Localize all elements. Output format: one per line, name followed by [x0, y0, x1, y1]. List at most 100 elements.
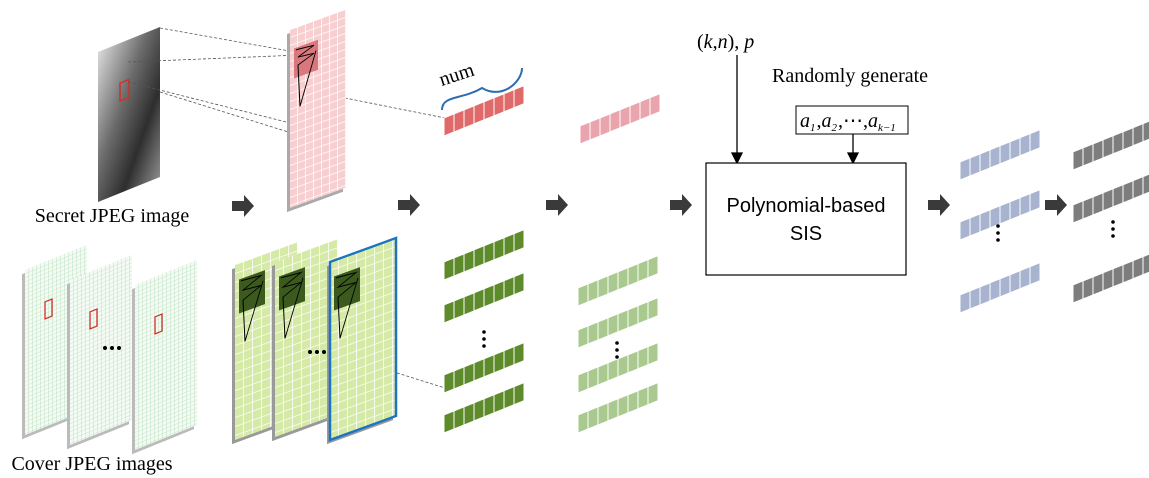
ellipsis-dot	[996, 231, 1000, 235]
strip-cell	[648, 383, 658, 405]
strip-cell	[514, 86, 524, 108]
param-part: ),	[728, 31, 745, 53]
params: (k,n), p	[697, 31, 754, 53]
strip-cell	[1133, 124, 1143, 146]
ellipsis-dot	[482, 337, 486, 341]
strip-cell	[1073, 281, 1083, 303]
strip-cell	[474, 102, 484, 124]
strip-cell	[1123, 181, 1133, 203]
strip-cell	[1093, 273, 1103, 295]
sis-label: SIS	[790, 223, 822, 245]
secret-caption: Secret JPEG image	[35, 205, 190, 227]
strip-cell	[618, 268, 628, 290]
strip-cell	[1030, 263, 1040, 285]
strip-cell	[514, 343, 524, 365]
strip-cell	[454, 297, 464, 319]
strip-cell	[454, 407, 464, 429]
ellipsis-dot	[482, 330, 486, 334]
strip-cell	[1143, 173, 1149, 195]
strip-cell	[504, 277, 514, 299]
share-strip	[960, 130, 1040, 180]
strip-cell	[1020, 194, 1030, 216]
strip-cell	[1133, 177, 1143, 199]
strip-cell	[1113, 132, 1123, 154]
strip-cell	[484, 242, 494, 264]
strip-cell	[628, 351, 638, 373]
strip-cell	[454, 367, 464, 389]
strip-cell	[1073, 148, 1083, 170]
strip-cell	[494, 391, 504, 413]
strip-cell	[1093, 140, 1103, 162]
strip-cell	[1010, 271, 1020, 293]
strip-cell	[484, 395, 494, 417]
strip-cell	[1010, 198, 1020, 220]
ellipsis-dot	[615, 355, 619, 359]
flow-arrow	[546, 194, 568, 216]
strip-cell	[1083, 277, 1093, 299]
strip-cell	[444, 411, 454, 433]
flow-arrow	[232, 195, 254, 217]
strip-cell	[580, 122, 590, 144]
strip-cell	[1000, 142, 1010, 164]
strip-cell	[648, 256, 658, 278]
strip-cell	[638, 347, 648, 369]
cover-grids	[232, 238, 396, 444]
cover-strip-light	[578, 256, 658, 306]
strip-cell	[444, 114, 454, 136]
strip-cell	[1103, 189, 1113, 211]
strip-cell	[1143, 120, 1149, 142]
strip-cell	[1020, 134, 1030, 156]
coefficient-subscript: k−1	[878, 122, 896, 134]
cover-caption: Cover JPEG images	[11, 453, 172, 475]
strip-cell	[578, 326, 588, 348]
strip-cell	[1093, 193, 1103, 215]
param-part: n	[718, 31, 728, 53]
flow-arrow	[670, 194, 692, 216]
strip-cell	[598, 276, 608, 298]
strip-cell	[598, 403, 608, 425]
strip-cell	[650, 94, 660, 116]
strip-cell	[464, 106, 474, 128]
strip-cell	[628, 306, 638, 328]
strip-cell	[1103, 136, 1113, 158]
cover-strip-light	[578, 383, 658, 433]
strip-cell	[514, 230, 524, 252]
param-part: p	[742, 31, 754, 53]
flow-arrow	[928, 194, 950, 216]
strip-cell	[464, 250, 474, 272]
strip-cell	[970, 214, 980, 236]
strip-cell	[648, 343, 658, 365]
strip-cell	[504, 234, 514, 256]
strip-cell	[618, 355, 628, 377]
coefficient-symbol: a	[868, 110, 878, 132]
strip-cell	[638, 387, 648, 409]
strip-cell	[640, 98, 650, 120]
strip-cell	[1143, 253, 1149, 275]
coefficient-symbol: a	[800, 110, 810, 132]
strip-cell	[1073, 201, 1083, 223]
num-label: num	[436, 59, 477, 91]
cover-strip	[444, 383, 524, 433]
sis-label: Polynomial-based	[727, 195, 886, 217]
strip-cell	[1113, 265, 1123, 287]
strip-cell	[588, 367, 598, 389]
strip-cell	[970, 287, 980, 309]
strip-cell	[648, 298, 658, 320]
output-strip	[1073, 173, 1149, 223]
strip-cell	[444, 258, 454, 280]
sis-box	[706, 163, 906, 275]
strip-cell	[1010, 138, 1020, 160]
strip-cell	[608, 359, 618, 381]
strip-cell	[990, 279, 1000, 301]
strip-cell	[494, 351, 504, 373]
secret-grid	[287, 10, 346, 212]
strip-cell	[474, 359, 484, 381]
strip-cell	[620, 106, 630, 128]
strip-cell	[464, 293, 474, 315]
strip-cell	[484, 98, 494, 120]
coefficient-symbol: ⋯	[843, 110, 863, 132]
strip-cell	[474, 246, 484, 268]
ellipsis-dot	[1111, 220, 1115, 224]
ellipsis-dot	[996, 224, 1000, 228]
cover-images	[22, 245, 197, 454]
